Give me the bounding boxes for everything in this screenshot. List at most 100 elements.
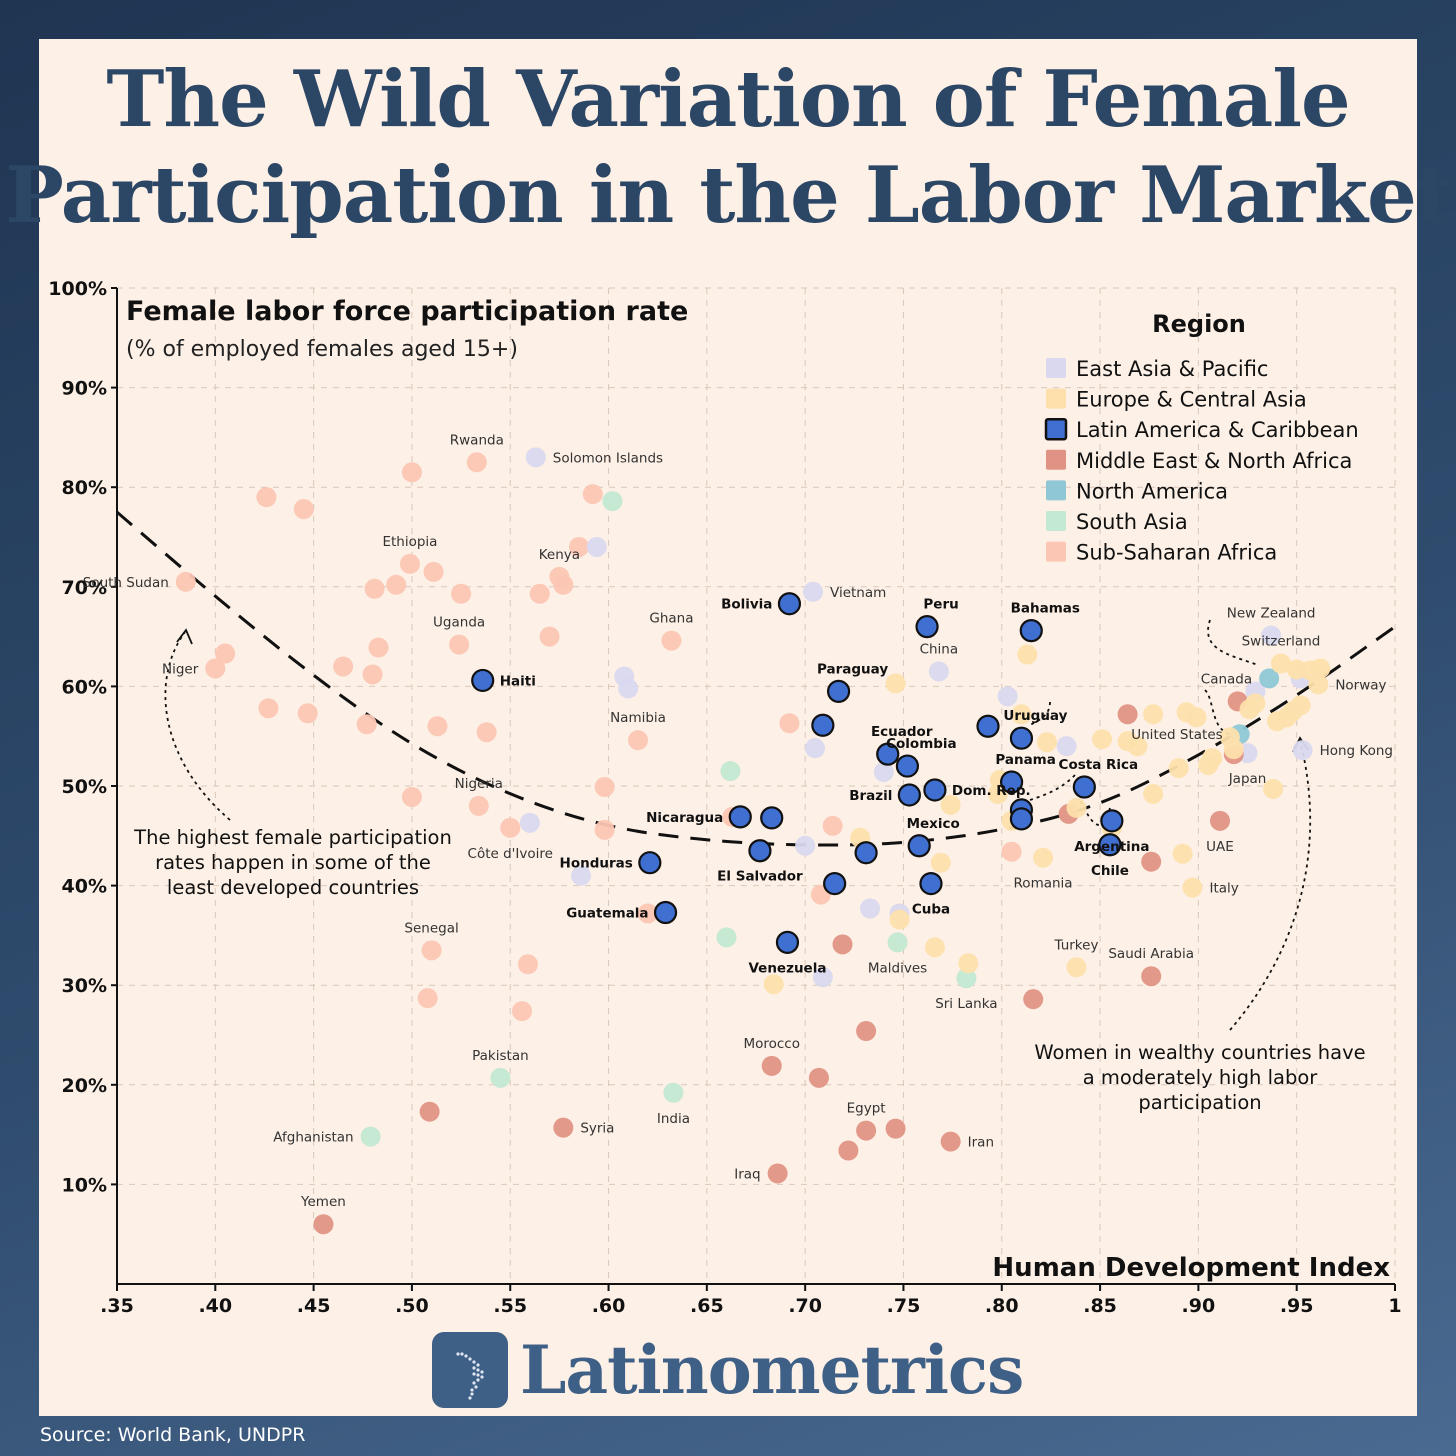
point-label: China — [920, 641, 959, 657]
point-ssa — [449, 634, 470, 655]
title-line-2: Participation in the Labor Market — [5, 150, 1451, 241]
tick-labels: 10% 20% 30% 40% 50% 60% 70% 80% 90% 100% .35 .40 .45… — [48, 278, 1401, 1317]
chart-panel — [39, 39, 1417, 1416]
point-lac — [1009, 807, 1034, 831]
point-label: Solomon Islands — [553, 450, 663, 466]
annotation-arrow-low — [164, 631, 231, 821]
point-label: Afghanistan — [273, 1130, 353, 1146]
point-eca — [1182, 877, 1203, 898]
point-ssa — [582, 484, 603, 505]
point-label: Yemen — [300, 1194, 346, 1210]
page-title: The Wild Variation of Female Participatio… — [0, 52, 1456, 244]
point-label: Guatemala — [566, 905, 648, 921]
point-mena — [767, 1163, 788, 1184]
point-eap — [804, 738, 825, 759]
point-label: Kenya — [539, 547, 580, 563]
point-ssa — [293, 499, 314, 520]
point-ssa — [637, 903, 658, 924]
point-ssa — [466, 452, 487, 473]
point-lac — [1100, 809, 1124, 833]
point-eca — [1310, 658, 1331, 679]
x-axis-label: Human Development Index — [992, 1253, 1390, 1283]
point-ssa — [539, 626, 560, 647]
point-label: South Sudan — [83, 575, 169, 591]
point-eca — [889, 909, 910, 930]
point-ssa — [500, 817, 521, 838]
point-ssa — [661, 630, 682, 651]
point-ssa — [399, 553, 420, 574]
x-tick-label: .50 — [395, 1295, 429, 1317]
point-labels: South Sudan Niger Ethiopia Uganda Rwanda Nige… — [83, 432, 1393, 1210]
point-mena — [761, 1055, 782, 1076]
point-eap — [586, 536, 607, 557]
point-eap — [525, 447, 546, 468]
point-mena — [808, 1067, 829, 1088]
point-label: Sri Lanka — [935, 996, 997, 1012]
point-eap — [571, 865, 592, 886]
point-eca — [885, 673, 906, 694]
point-sa — [716, 927, 737, 948]
legend-swatch-ssa — [1046, 541, 1066, 562]
point-label: Vietnam — [830, 585, 886, 601]
point-lac — [826, 679, 851, 703]
legend-swatch-lac — [1044, 417, 1068, 441]
chart-title: Female labor force participation rate — [126, 296, 688, 327]
point-lac — [653, 900, 678, 925]
point-lac — [895, 754, 919, 778]
title-line-1: The Wild Variation of Female — [106, 54, 1350, 145]
point-mena — [1023, 989, 1044, 1010]
legend-label-ssa: Sub-Saharan Africa — [1076, 541, 1277, 565]
point-lac — [777, 592, 802, 616]
point-lac — [1072, 775, 1096, 799]
x-tick-label: .75 — [887, 1295, 921, 1317]
point-mena — [1141, 851, 1162, 872]
point-label: Nigeria — [455, 776, 503, 792]
point-eap — [803, 581, 824, 602]
point-lac — [638, 851, 662, 875]
point-ssa — [451, 583, 472, 604]
annotation-line: a moderately high labor — [1083, 1066, 1319, 1089]
brand-logo: Latinometrics — [432, 1331, 1024, 1409]
x-tick-label: .35 — [100, 1295, 134, 1317]
x-tick-label: 1 — [1388, 1295, 1401, 1317]
point-lac — [876, 742, 900, 766]
point-ssa — [468, 795, 489, 816]
point-na — [1259, 668, 1280, 689]
point-mena — [838, 1140, 859, 1161]
point-mena — [1141, 966, 1162, 987]
point-sa — [360, 1126, 381, 1147]
point-eca — [763, 974, 784, 995]
point-mena — [1117, 704, 1138, 725]
point-sa — [720, 761, 741, 782]
brand-name: Latinometrics — [520, 1331, 1024, 1409]
point-eca — [1143, 704, 1164, 725]
legend-swatch-eap — [1046, 358, 1066, 378]
point-mena — [553, 1117, 574, 1138]
point-label: El Salvador — [717, 869, 803, 885]
point-lac — [915, 615, 939, 639]
point-ssa — [368, 637, 389, 658]
point-label: Uruguay — [1003, 708, 1067, 724]
point-mena — [832, 934, 853, 955]
point-eap — [618, 678, 639, 699]
y-tick-label: 40% — [62, 876, 107, 898]
point-lac — [1098, 833, 1122, 857]
point-label: Hong Kong — [1320, 743, 1393, 759]
point-ssa — [386, 574, 407, 595]
point-label: Brazil — [849, 788, 892, 804]
point-eca — [1033, 847, 1054, 868]
annotation-line: rates happen in some of the — [155, 851, 431, 874]
point-label: Turkey — [1054, 937, 1099, 953]
point-eca — [1127, 736, 1148, 757]
point-ssa — [333, 656, 354, 677]
point-label: Norway — [1335, 677, 1386, 693]
x-tick-label: .90 — [1182, 1295, 1216, 1317]
annotation-line: least developed countries — [167, 876, 419, 899]
legend-label-sa: South Asia — [1076, 510, 1188, 534]
point-eca — [924, 937, 945, 958]
point-ssa — [529, 583, 550, 604]
point-eap — [519, 812, 540, 833]
point-label: Namibia — [610, 710, 666, 726]
point-label: New Zealand — [1227, 606, 1316, 622]
